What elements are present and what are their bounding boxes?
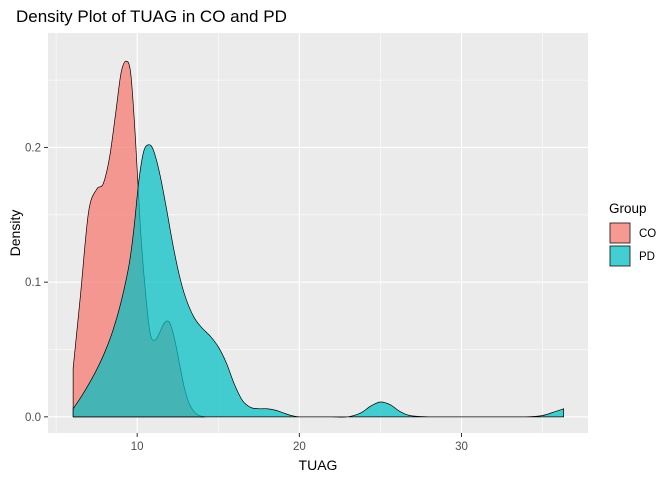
y-axis-title: Density (7, 210, 23, 257)
x-axis-ticks: 10 20 30 (131, 433, 468, 453)
x-axis-title: TUAG (299, 457, 338, 473)
legend-swatch-co (609, 222, 631, 244)
legend-swatch-pd (609, 245, 631, 267)
y-tick-label: 0.2 (25, 142, 41, 154)
legend-label-co: CO (639, 228, 656, 240)
density-areas (72, 60, 565, 418)
minor-gridlines (48, 33, 588, 433)
y-tick-label: 0.0 (25, 412, 41, 424)
y-axis-ticks: 0.0 0.1 0.2 (25, 142, 48, 424)
y-tick-label: 0.1 (25, 277, 41, 289)
legend-label-pd: PD (639, 251, 655, 263)
x-tick-label: 20 (293, 441, 306, 453)
density-area-pd (72, 144, 565, 418)
x-tick-label: 10 (131, 441, 144, 453)
legend-title: Group (609, 201, 647, 216)
x-tick-label: 30 (455, 441, 468, 453)
chart-title: Density Plot of TUAG in CO and PD (16, 7, 287, 26)
legend: Group CO PD (609, 201, 656, 267)
